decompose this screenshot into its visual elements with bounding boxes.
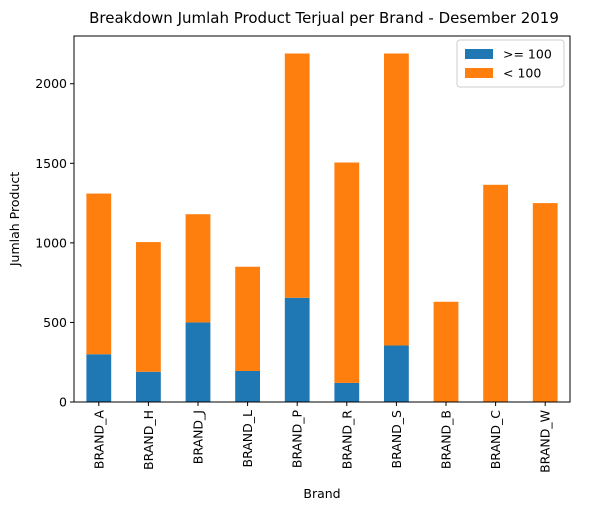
y-tick-label: 1500 (35, 156, 67, 171)
bar-brand-a-series-1 (86, 354, 112, 402)
x-tick-label: BRAND_H (141, 410, 156, 470)
bar-brand-s-series-1 (384, 345, 409, 402)
x-tick-label: BRAND_C (488, 410, 503, 470)
y-tick-label: 1000 (35, 235, 67, 250)
y-tick-label: 2000 (35, 76, 67, 91)
bar-brand-h-series-2 (136, 242, 161, 372)
y-axis-ticks: 0 500 1000 1500 2000 (35, 76, 74, 410)
x-tick-label: BRAND_S (389, 410, 404, 469)
legend-swatch (465, 68, 493, 78)
x-tick-label: BRAND_J (191, 410, 206, 464)
x-axis-ticks: BRAND_A BRAND_H BRAND_J BRAND_L BRAND_P BRAND… (91, 402, 553, 473)
legend-label: < 100 (503, 66, 541, 81)
legend: >= 100 < 100 (456, 39, 565, 88)
bar-brand-h-series-1 (136, 371, 161, 402)
bar-brand-r-series-2 (334, 162, 360, 383)
bar-brand-a-series-2 (86, 193, 112, 355)
y-axis-label: Jumlah Product (7, 172, 22, 267)
legend-swatch (465, 49, 493, 59)
bar-brand-j-series-1 (185, 322, 211, 402)
bar-brand-l-series-2 (235, 266, 260, 371)
bar-brand-j-series-2 (185, 214, 211, 323)
bars-layer (86, 53, 558, 402)
x-tick-label: BRAND_L (240, 410, 255, 468)
y-tick-label: 0 (59, 395, 67, 410)
bar-brand-w-series-2 (532, 203, 558, 402)
bar-brand-p-series-2 (284, 53, 310, 298)
chart-title: Breakdown Jumlah Product Terjual per Bra… (89, 9, 559, 27)
x-tick-label: BRAND_A (91, 410, 106, 470)
bar-brand-p-series-1 (284, 297, 310, 402)
bar-brand-s-series-2 (384, 53, 409, 346)
x-tick-label: BRAND_P (290, 410, 305, 469)
plot-frame (73, 35, 571, 403)
bar-brand-r-series-1 (334, 382, 360, 402)
bar-brand-b-series-2 (433, 301, 459, 402)
x-tick-label: BRAND_B (439, 410, 454, 469)
x-tick-label: BRAND_W (538, 410, 553, 473)
legend-label: >= 100 (503, 47, 552, 62)
x-axis-label: Brand (303, 486, 340, 501)
y-tick-label: 500 (43, 315, 67, 330)
bar-brand-c-series-2 (483, 184, 508, 402)
x-tick-label: BRAND_R (339, 410, 354, 470)
bar-brand-l-series-1 (235, 370, 260, 402)
